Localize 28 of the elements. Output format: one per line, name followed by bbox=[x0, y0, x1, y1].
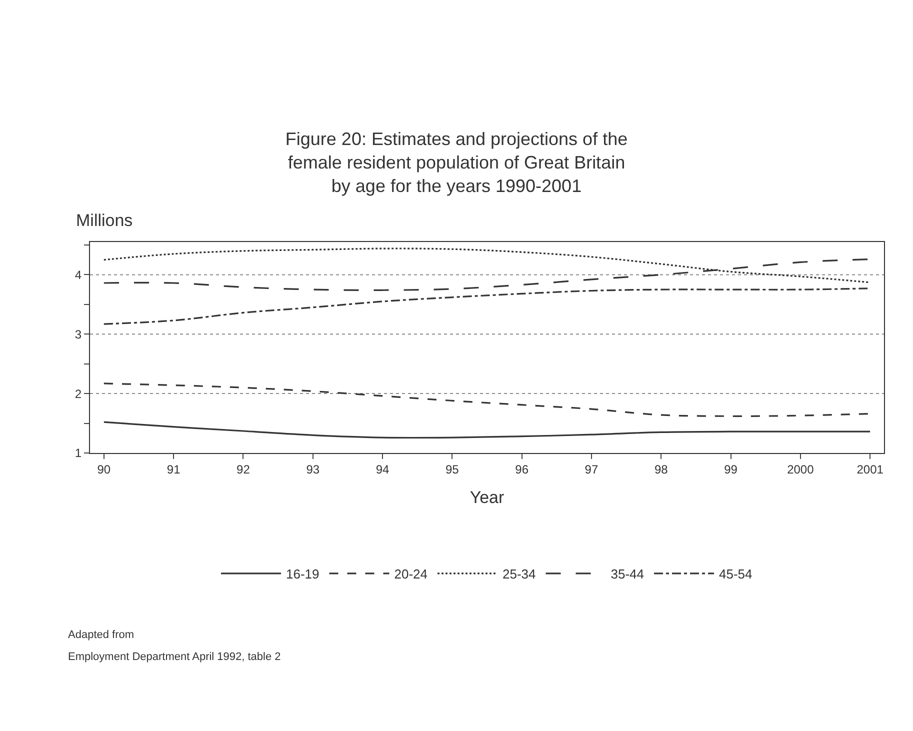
y-tick-label: 3 bbox=[74, 327, 82, 342]
x-tick-label: 94 bbox=[376, 462, 390, 476]
x-tick-label: 91 bbox=[166, 462, 181, 476]
legend-label: 35-44 bbox=[610, 566, 644, 582]
x-tick-label: 2000 bbox=[787, 462, 814, 476]
x-tick-label: 95 bbox=[446, 462, 460, 476]
y-tick-label: 2 bbox=[74, 386, 82, 401]
x-tick-label: 96 bbox=[515, 462, 529, 476]
x-tick-label: 90 bbox=[97, 462, 111, 476]
x-axis-title: Year bbox=[470, 488, 505, 507]
text: Adapted from bbox=[68, 629, 134, 641]
x-tick-label: 2001 bbox=[856, 462, 884, 476]
line-series bbox=[103, 421, 871, 439]
x-tick-label: 93 bbox=[306, 462, 320, 476]
legend-label: 45-54 bbox=[719, 566, 752, 582]
text: Employment Department April 1992, table 2 bbox=[68, 651, 281, 663]
x-tick-label: 99 bbox=[724, 462, 738, 476]
chart-title: Figure 20: Estimates and projections of the female resident population of Great Britain by age for the years 1990-2001 bbox=[285, 129, 628, 196]
y-tick-label: 4 bbox=[74, 268, 82, 282]
x-tick-label: 98 bbox=[654, 462, 668, 476]
y-axis-title: Millions bbox=[76, 211, 133, 230]
legend-label: 25-34 bbox=[502, 566, 536, 582]
y-tick-label: 1 bbox=[74, 446, 82, 460]
x-tick-label: 97 bbox=[584, 462, 598, 476]
x-tick-label: 92 bbox=[236, 462, 250, 476]
legend-label: 20-24 bbox=[394, 566, 428, 582]
legend-label: 16-19 bbox=[286, 566, 320, 582]
line-series bbox=[103, 382, 871, 417]
